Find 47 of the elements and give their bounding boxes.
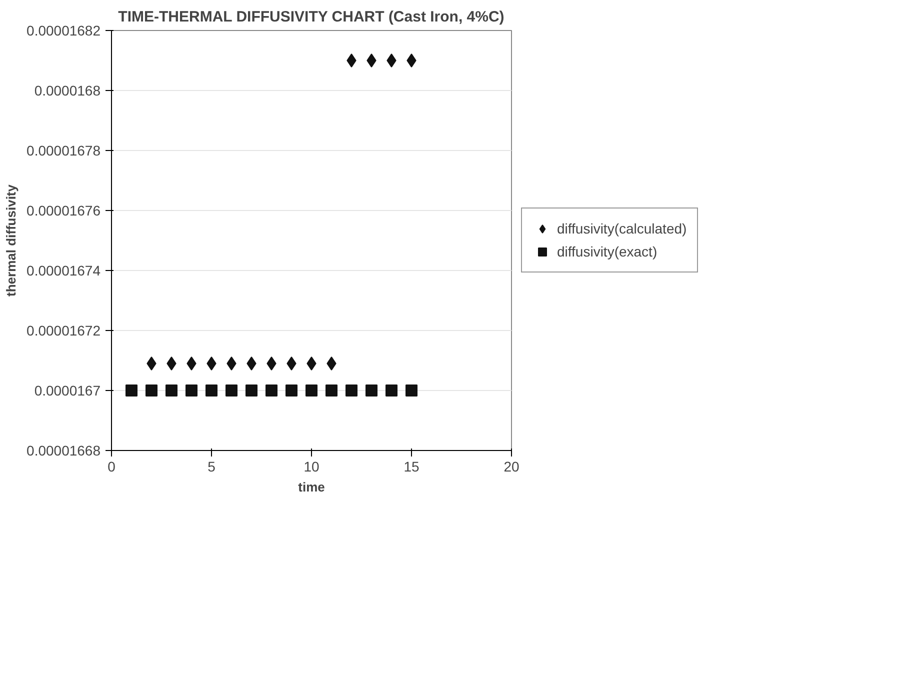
point — [226, 384, 238, 396]
point — [406, 54, 416, 68]
y-axis-title: thermal diffusivity — [4, 184, 19, 296]
point — [386, 384, 398, 396]
point — [166, 356, 176, 370]
point — [146, 384, 158, 396]
point — [266, 356, 276, 370]
point — [206, 356, 216, 370]
point — [366, 54, 376, 68]
point — [266, 384, 278, 396]
point — [406, 384, 418, 396]
y-tick-label: 0.00001676 — [26, 202, 101, 218]
x-tick-label: 10 — [304, 458, 320, 474]
point — [346, 384, 358, 396]
x-tick-label: 15 — [404, 458, 420, 474]
point — [166, 384, 178, 396]
legend-label: diffusivity(calculated) — [557, 220, 687, 236]
point — [246, 356, 256, 370]
point — [286, 356, 296, 370]
x-tick-label: 0 — [108, 458, 116, 474]
point — [346, 54, 356, 68]
y-tick-label: 0.00001668 — [26, 442, 101, 458]
point — [146, 356, 156, 370]
point — [326, 356, 336, 370]
point — [126, 384, 138, 396]
point — [326, 384, 338, 396]
y-tick-label: 0.0000168 — [34, 82, 101, 98]
point — [206, 384, 218, 396]
x-tick-label: 20 — [504, 458, 520, 474]
y-tick-label: 0.00001672 — [26, 322, 101, 338]
x-tick-label: 5 — [208, 458, 216, 474]
y-tick-label: 0.00001678 — [26, 142, 101, 158]
point — [306, 384, 318, 396]
y-tick-label: 0.00001674 — [26, 262, 101, 278]
point — [186, 384, 198, 396]
chart-title: TIME-THERMAL DIFFUSIVITY CHART (Cast Iron, 4%C) — [118, 8, 504, 26]
point — [386, 54, 396, 68]
y-tick-label: 0.00001682 — [26, 22, 101, 38]
y-tick-label: 0.0000167 — [34, 382, 101, 398]
point — [186, 356, 196, 370]
point — [246, 384, 258, 396]
point — [306, 356, 316, 370]
legend-label: diffusivity(exact) — [557, 244, 658, 260]
point — [286, 384, 298, 396]
x-axis-title: time — [298, 480, 325, 494]
point — [226, 356, 236, 370]
point — [366, 384, 378, 396]
